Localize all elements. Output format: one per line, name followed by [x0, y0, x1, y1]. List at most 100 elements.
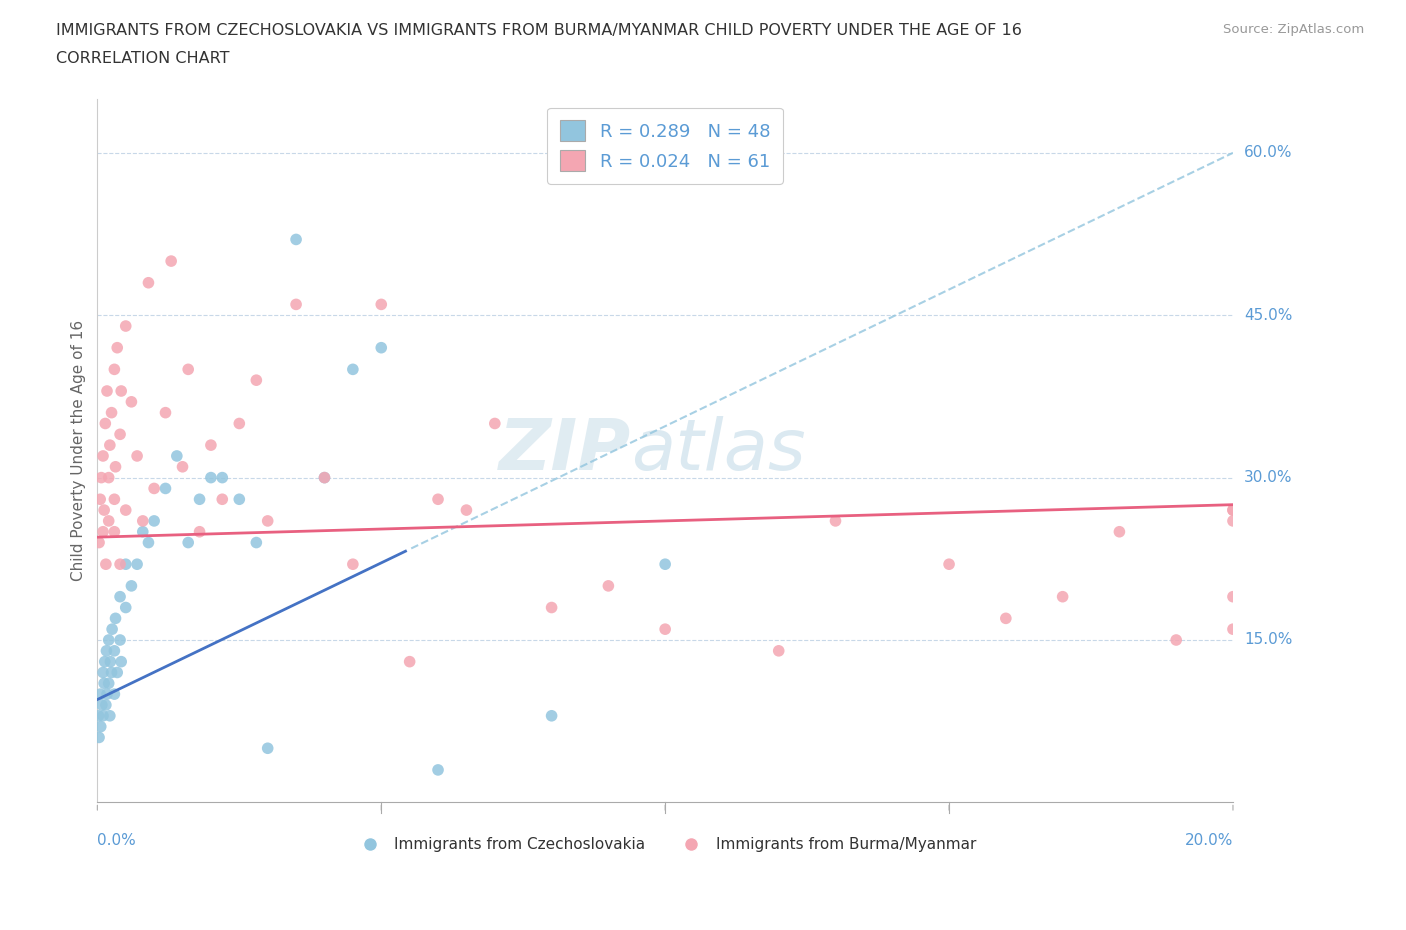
Point — [824, 513, 846, 528]
Point — [598, 578, 620, 593]
Point — [155, 405, 177, 420]
Point — [101, 622, 124, 637]
Point — [96, 686, 118, 701]
Point — [110, 654, 132, 669]
Point — [114, 319, 136, 334]
Point — [94, 416, 117, 431]
Point — [200, 471, 222, 485]
Point — [1166, 632, 1188, 647]
Point — [90, 471, 112, 485]
Point — [114, 557, 136, 572]
Point — [342, 362, 364, 377]
Point — [90, 719, 112, 734]
Point — [132, 513, 155, 528]
Point — [91, 665, 114, 680]
Point — [228, 492, 250, 507]
Point — [87, 535, 110, 550]
Point — [108, 557, 131, 572]
Point — [768, 644, 790, 658]
Point — [484, 416, 506, 431]
Point — [97, 632, 120, 647]
Point — [103, 492, 125, 507]
Point — [104, 459, 127, 474]
Point — [1222, 502, 1244, 517]
Point — [97, 676, 120, 691]
Point — [87, 709, 110, 724]
Point — [105, 665, 128, 680]
Text: atlas: atlas — [631, 416, 806, 485]
Text: 45.0%: 45.0% — [1244, 308, 1292, 323]
Point — [103, 686, 125, 701]
Point — [314, 471, 336, 485]
Point — [256, 741, 278, 756]
Point — [188, 525, 211, 539]
Point — [1222, 622, 1244, 637]
Point — [654, 622, 676, 637]
Point — [93, 676, 115, 691]
Point — [103, 362, 125, 377]
Point — [540, 600, 562, 615]
Point — [93, 502, 115, 517]
Point — [114, 502, 136, 517]
Point — [91, 448, 114, 463]
Point — [94, 698, 117, 712]
Point — [155, 481, 177, 496]
Point — [285, 232, 308, 246]
Point — [245, 373, 267, 388]
Text: IMMIGRANTS FROM CZECHOSLOVAKIA VS IMMIGRANTS FROM BURMA/MYANMAR CHILD POVERTY UN: IMMIGRANTS FROM CZECHOSLOVAKIA VS IMMIGR… — [56, 23, 1022, 38]
Point — [211, 471, 233, 485]
Legend: Immigrants from Czechoslovakia, Immigrants from Burma/Myanmar: Immigrants from Czechoslovakia, Immigran… — [349, 830, 981, 858]
Point — [211, 492, 233, 507]
Point — [540, 709, 562, 724]
Point — [138, 275, 160, 290]
Point — [127, 448, 149, 463]
Point — [427, 492, 450, 507]
Text: 60.0%: 60.0% — [1244, 145, 1292, 160]
Point — [314, 471, 336, 485]
Point — [228, 416, 250, 431]
Point — [245, 535, 267, 550]
Point — [89, 492, 111, 507]
Point — [97, 471, 120, 485]
Point — [938, 557, 960, 572]
Point — [285, 297, 308, 312]
Point — [138, 535, 160, 550]
Point — [100, 405, 122, 420]
Text: CORRELATION CHART: CORRELATION CHART — [56, 51, 229, 66]
Point — [100, 654, 122, 669]
Text: 0.0%: 0.0% — [97, 833, 136, 848]
Point — [108, 590, 131, 604]
Point — [143, 513, 166, 528]
Point — [98, 438, 121, 453]
Point — [105, 340, 128, 355]
Point — [1222, 513, 1244, 528]
Text: 30.0%: 30.0% — [1244, 470, 1292, 485]
Point — [370, 340, 392, 355]
Point — [166, 448, 188, 463]
Point — [96, 383, 118, 398]
Point — [120, 578, 142, 593]
Point — [1222, 502, 1244, 517]
Point — [132, 525, 155, 539]
Point — [91, 709, 114, 724]
Point — [110, 383, 132, 398]
Text: 15.0%: 15.0% — [1244, 632, 1292, 647]
Point — [398, 654, 420, 669]
Point — [143, 481, 166, 496]
Point — [103, 525, 125, 539]
Text: Source: ZipAtlas.com: Source: ZipAtlas.com — [1223, 23, 1364, 36]
Point — [94, 557, 117, 572]
Point — [994, 611, 1017, 626]
Point — [177, 535, 200, 550]
Point — [256, 513, 278, 528]
Point — [108, 427, 131, 442]
Point — [87, 730, 110, 745]
Point — [100, 665, 122, 680]
Point — [98, 709, 121, 724]
Point — [120, 394, 142, 409]
Point — [97, 513, 120, 528]
Point — [177, 362, 200, 377]
Point — [93, 654, 115, 669]
Point — [427, 763, 450, 777]
Text: 20.0%: 20.0% — [1185, 833, 1233, 848]
